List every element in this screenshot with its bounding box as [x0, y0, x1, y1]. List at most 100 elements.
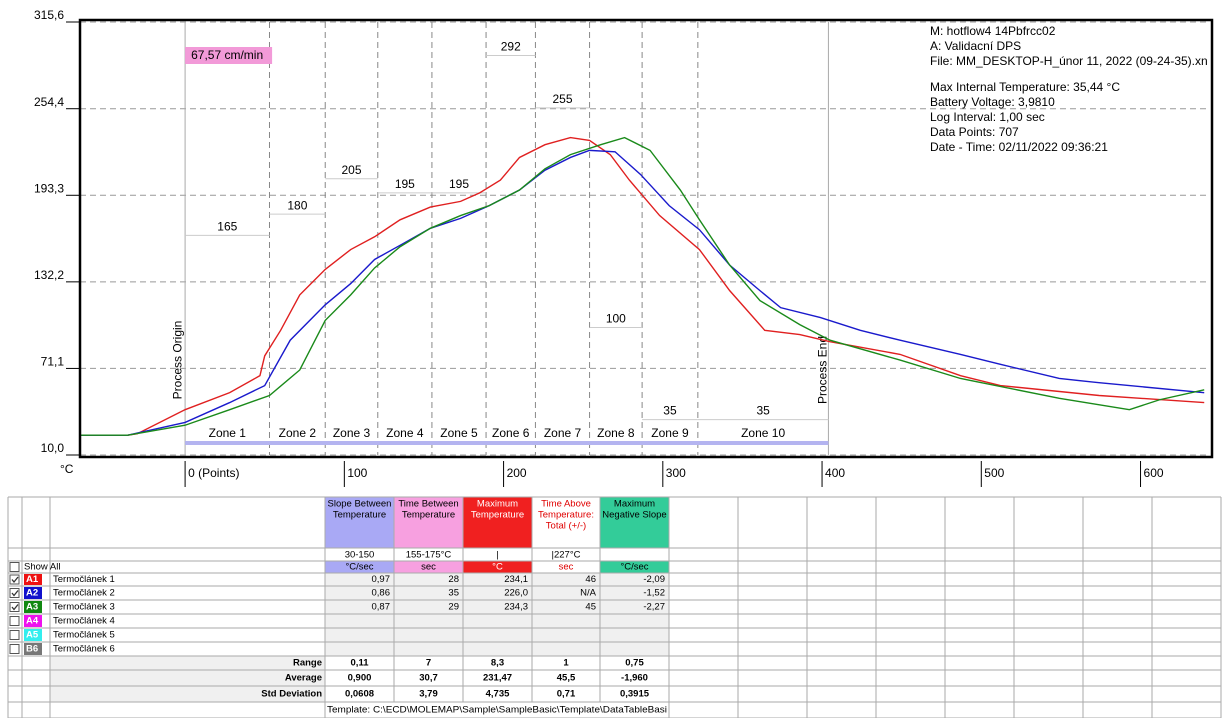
- process-end: Process End: [816, 336, 830, 404]
- y-tick-label: 71,1: [41, 355, 65, 369]
- stat-value: -1,960: [621, 673, 648, 684]
- stat-value: 0,900: [348, 673, 372, 684]
- sensor-badge: [24, 615, 42, 627]
- setpoint-label: 195: [449, 177, 469, 191]
- column-unit: sec: [421, 562, 436, 573]
- cell-bg: [50, 670, 325, 686]
- sensor-id: A3: [26, 602, 38, 613]
- x-tick-label: 100: [347, 466, 367, 480]
- series-line: [80, 149, 1205, 436]
- checkbox[interactable]: [9, 644, 20, 654]
- cell-bg: [394, 497, 463, 548]
- info-line: A: Validacní DPS: [930, 39, 1021, 53]
- stat-value: 231,47: [483, 673, 512, 684]
- column-header: Time Between: [398, 499, 458, 510]
- checkbox[interactable]: [9, 588, 20, 598]
- stat-value: 3,79: [419, 689, 438, 700]
- stat-value: 45,5: [557, 673, 576, 684]
- zone-label: Zone 9: [651, 426, 689, 440]
- checkbox[interactable]: [9, 616, 20, 626]
- info-line: Data Points: 707: [930, 125, 1019, 139]
- cell-bg: [463, 561, 532, 573]
- stat-value: 4,735: [486, 689, 510, 700]
- cell-value: 28: [448, 574, 459, 585]
- zone-label: Zone 8: [597, 426, 635, 440]
- info-line: Log Interval: 1,00 sec: [930, 110, 1045, 124]
- checkbox[interactable]: [9, 630, 20, 640]
- setpoint-label: 180: [287, 198, 307, 212]
- setpoint-label: 165: [217, 220, 237, 234]
- info-line: File: MM_DESKTOP-H_únor 11, 2022 (09-24-…: [930, 54, 1208, 68]
- cell-value: -2,27: [643, 602, 665, 613]
- series-line: [80, 136, 1205, 436]
- info-line: Date - Time: 02/11/2022 09:36:21: [930, 140, 1108, 154]
- column-header: Temperature: [471, 510, 524, 521]
- y-tick-label: 193,3: [34, 181, 64, 195]
- cell-bg: [600, 561, 669, 573]
- setpoint-label: 292: [501, 40, 521, 54]
- y-tick-label: 315,6: [34, 8, 64, 22]
- y-tick-label: 132,2: [34, 268, 64, 282]
- cell-bg: [532, 497, 600, 548]
- cell-bg: [325, 561, 394, 573]
- line-speed: 67,57 cm/min: [191, 48, 263, 62]
- cell-value: -2,09: [643, 574, 665, 585]
- setpoint-label: 205: [341, 163, 361, 177]
- column-spec: 30-150: [345, 550, 375, 561]
- template-path: Template: C:\ECD\MOLEMAP\Sample\SampleBa…: [327, 705, 667, 716]
- cell-bg: [325, 573, 669, 586]
- cell-bg: [325, 642, 669, 656]
- checkbox[interactable]: [9, 562, 20, 572]
- stat-label: Average: [285, 673, 322, 684]
- setpoint-label: 35: [663, 404, 677, 418]
- conveyor-bar: [185, 441, 829, 445]
- cell-bg: [325, 586, 669, 600]
- check-mark: [11, 576, 19, 584]
- cell-bg: [532, 561, 600, 573]
- cell-value: 29: [448, 602, 459, 613]
- cell-bg: [325, 600, 669, 614]
- sensor-name: Termočlánek 6: [53, 644, 115, 655]
- y-unit: °C: [60, 462, 74, 476]
- cell-bg: [50, 656, 325, 670]
- column-header: Temperature:: [538, 510, 594, 521]
- cell-bg: [50, 686, 325, 702]
- column-header: Time Above: [541, 499, 591, 510]
- sensor-name: Termočlánek 4: [53, 616, 115, 627]
- sensor-badge: [24, 574, 42, 585]
- stat-value: 7: [426, 658, 431, 669]
- cell-value: 0,97: [372, 574, 391, 585]
- x-tick-label: 200: [507, 466, 527, 480]
- cell-value: 45: [585, 602, 596, 613]
- sensor-name: Termočlánek 3: [53, 602, 115, 613]
- stat-value: 8,3: [491, 658, 504, 669]
- show-all: Show All: [24, 562, 60, 573]
- setpoint-label: 35: [756, 404, 770, 418]
- checkbox[interactable]: [9, 574, 20, 585]
- sensor-badge: [24, 629, 42, 641]
- check-mark: [11, 590, 19, 597]
- y-tick-label: 254,4: [34, 95, 64, 109]
- cell-bg: [394, 561, 463, 573]
- checkbox[interactable]: [9, 602, 20, 612]
- stat-value: 0,3915: [620, 689, 650, 700]
- column-header: Total (+/-): [546, 521, 586, 532]
- sensor-badge: [24, 587, 42, 599]
- line-speed-box: [185, 47, 273, 64]
- stat-value: 1: [563, 658, 569, 669]
- cell-bg: [325, 497, 394, 548]
- x-tick-label: 600: [1144, 466, 1164, 480]
- series-line: [80, 136, 1205, 436]
- cell-value: 234,3: [504, 602, 528, 613]
- column-header: Temperature: [402, 510, 455, 521]
- column-unit: °C/sec: [345, 562, 373, 573]
- sensor-id: A4: [26, 616, 39, 627]
- check-mark: [11, 604, 19, 611]
- cell-value: 234,1: [504, 574, 528, 585]
- cell-bg: [600, 497, 669, 548]
- cell-bg: [463, 497, 532, 548]
- stat-value: 0,0608: [345, 689, 374, 700]
- info-line: Battery Voltage: 3,9810: [930, 95, 1055, 109]
- cell-value: -1,52: [643, 588, 665, 599]
